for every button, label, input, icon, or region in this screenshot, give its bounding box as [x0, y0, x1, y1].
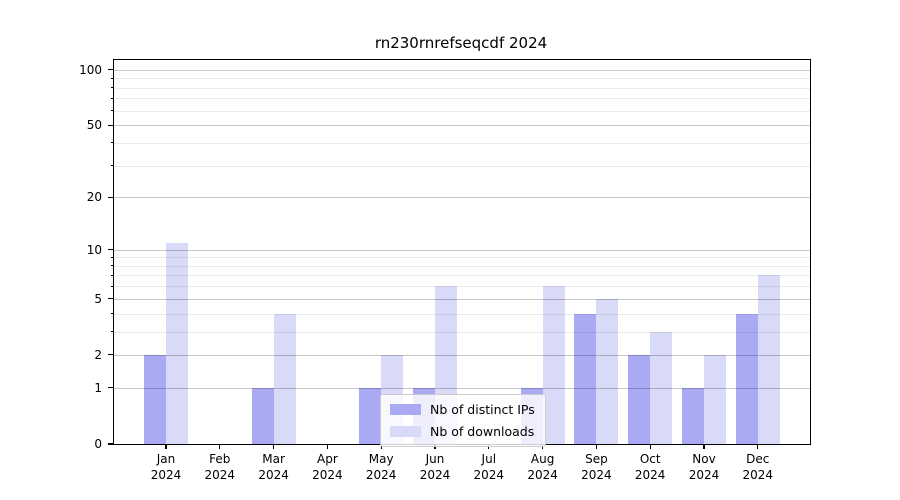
y-tick-minor — [110, 331, 114, 333]
chart-title: rn230rnrefseqcdf 2024 — [374, 34, 548, 52]
y-tick-minor — [110, 87, 114, 89]
y-tick-minor — [110, 313, 114, 314]
bar-distinct-ips-jan — [144, 354, 166, 444]
y-tick-minor — [110, 165, 114, 167]
x-tick — [273, 444, 275, 449]
x-tick-label-aug: Aug 2024 — [527, 452, 558, 482]
y-tick-minor — [110, 256, 114, 258]
x-tick-label-sep: Sep 2024 — [581, 452, 612, 482]
bar-distinct-ips-sep — [574, 313, 597, 444]
gridline-major — [114, 298, 810, 300]
x-tick — [165, 444, 167, 449]
gridline-minor — [114, 313, 810, 315]
gridline-minor — [114, 257, 810, 259]
bar-downloads-dec — [757, 275, 780, 444]
x-tick-label-mar: Mar 2024 — [258, 452, 289, 482]
y-tick — [108, 196, 114, 198]
y-tick-minor — [110, 110, 114, 112]
y-tick-minor — [110, 274, 114, 276]
gridline-major — [114, 249, 810, 251]
x-tick — [595, 444, 597, 449]
x-tick-label-dec: Dec 2024 — [742, 452, 774, 482]
y-tick-label: 20 — [86, 190, 102, 205]
bar-distinct-ips-may — [359, 387, 382, 444]
gridline-major — [114, 69, 810, 71]
x-tick-label-apr: Apr 2024 — [312, 452, 343, 482]
y-tick-label: 2 — [94, 347, 102, 362]
legend-entry-downloads: Nb of downloads — [390, 424, 536, 439]
plot-area: Nb of distinct IPs Nb of downloads 0 1 2 5 1… — [79, 59, 811, 482]
y-tick-minor — [110, 77, 114, 79]
gridline-minor — [114, 98, 810, 100]
bar-distinct-ips-mar — [251, 387, 274, 444]
bar-downloads-jan — [166, 242, 188, 444]
gridline-minor — [114, 331, 810, 333]
y-tick — [108, 443, 114, 445]
gridline-minor — [114, 78, 810, 80]
x-tick-label-nov: Nov 2024 — [688, 452, 720, 482]
y-tick-minor — [110, 142, 114, 144]
y-tick-minor — [110, 285, 114, 287]
gridline-minor — [114, 286, 810, 288]
x-tick-label-may: May 2024 — [365, 452, 397, 482]
gridline-minor — [114, 142, 810, 144]
bar-distinct-ips-oct — [628, 354, 651, 444]
legend-label-distinct-ips: Nb of distinct IPs — [430, 402, 535, 417]
x-tick — [219, 444, 221, 449]
bar-distinct-ips-nov — [682, 387, 704, 444]
y-tick — [108, 124, 114, 126]
legend-entry-distinct-ips: Nb of distinct IPs — [390, 402, 536, 417]
gridline-minor — [114, 265, 810, 267]
y-tick — [108, 387, 114, 389]
x-tick-label-jan: Jan 2024 — [150, 452, 182, 482]
y-tick-minor — [110, 265, 114, 267]
gridline-minor — [114, 87, 810, 89]
y-tick-label: 10 — [86, 242, 102, 257]
bar-downloads-oct — [650, 331, 673, 444]
x-tick — [703, 444, 705, 449]
legend-swatch-downloads — [390, 426, 421, 437]
bar-distinct-ips-dec — [735, 313, 758, 444]
legend: Nb of distinct IPs Nb of downloads — [380, 394, 546, 447]
x-tick-label-jun: Jun 2024 — [419, 452, 451, 482]
y-tick-label: 5 — [94, 291, 102, 306]
bar-downloads-nov — [704, 354, 726, 444]
bar-downloads-sep — [596, 298, 619, 444]
y-tick-minor — [110, 97, 114, 99]
y-tick — [108, 354, 114, 356]
x-tick-label-oct: Oct 2024 — [634, 452, 666, 482]
gridline-major — [114, 197, 810, 199]
x-tick — [326, 444, 328, 449]
y-tick — [108, 298, 114, 300]
bar-downloads-mar — [273, 313, 296, 444]
x-tick-label-feb: Feb 2024 — [204, 452, 236, 482]
gridline-major — [114, 387, 810, 389]
bar-downloads-aug — [542, 286, 565, 444]
x-tick-label-jul: Jul 2024 — [473, 452, 505, 482]
gridline-minor — [114, 110, 810, 112]
x-tick — [757, 444, 759, 449]
gridline-minor — [114, 165, 810, 167]
y-tick — [108, 69, 114, 71]
legend-label-downloads: Nb of downloads — [430, 424, 535, 439]
y-tick-label: 50 — [86, 118, 102, 133]
gridline-major — [114, 125, 810, 127]
y-tick-label: 100 — [79, 62, 102, 77]
y-tick — [108, 249, 114, 251]
y-tick-label: 0 — [94, 437, 102, 451]
gridline-major — [114, 354, 810, 356]
y-tick-label: 1 — [94, 380, 102, 395]
legend-swatch-distinct-ips — [390, 404, 421, 415]
x-tick — [649, 444, 651, 449]
gridline-minor — [114, 275, 810, 277]
